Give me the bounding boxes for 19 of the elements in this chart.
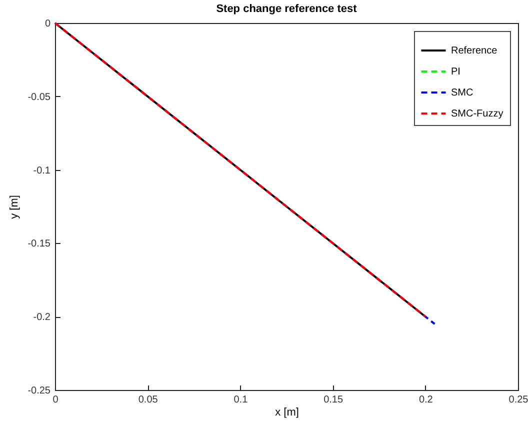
chart-title: Step change reference test: [216, 3, 358, 15]
y-axis-title: y [m]: [8, 195, 21, 219]
y-tick-label: -0.2: [33, 312, 51, 324]
x-tick-label: 0.25: [508, 394, 528, 406]
y-tick-label: -0.05: [28, 92, 51, 103]
legend-label: SMC: [451, 88, 474, 98]
y-tick-label: 0: [44, 18, 51, 30]
x-tick-label: 0.1: [234, 394, 248, 406]
legend-label: PI: [451, 66, 460, 78]
x-tick-label: 0.2: [418, 394, 434, 406]
x-tick-label: 0.15: [324, 394, 344, 406]
x-tick-label: 0: [52, 394, 59, 406]
x-tick-label: 0.05: [138, 394, 158, 406]
y-tick-label: -0.1: [33, 165, 51, 176]
legend-label: Reference: [451, 46, 498, 56]
y-tick-label: -0.15: [28, 238, 51, 250]
legend-label: SMC-Fuzzy: [451, 108, 504, 120]
x-axis-title: x [m]: [275, 406, 299, 418]
y-tick-label: -0.25: [28, 386, 51, 396]
